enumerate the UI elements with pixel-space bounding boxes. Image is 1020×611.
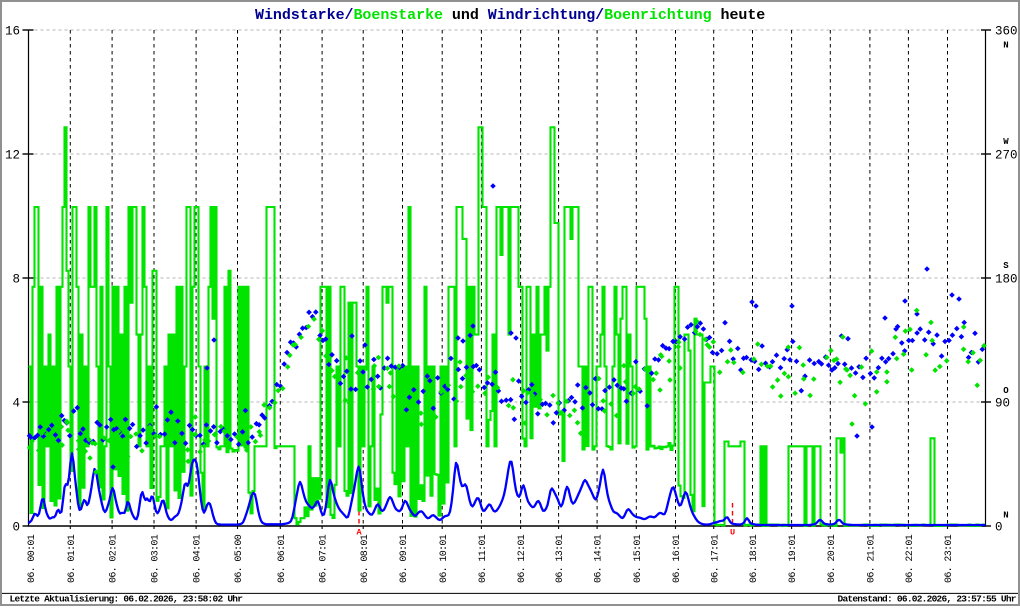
svg-text:06. 03:01: 06. 03:01 — [151, 534, 162, 583]
svg-text:06. 20:01: 06. 20:01 — [827, 534, 838, 583]
svg-text:06. 23:01: 06. 23:01 — [944, 534, 955, 583]
svg-text:90: 90 — [995, 397, 1010, 411]
svg-text:06. 10:01: 06. 10:01 — [439, 534, 450, 583]
svg-text:06. 11:01: 06. 11:01 — [478, 534, 489, 583]
svg-text:0: 0 — [12, 521, 20, 535]
svg-text:S: S — [1003, 261, 1009, 271]
svg-text:06. 21:01: 06. 21:01 — [867, 534, 878, 583]
svg-text:12: 12 — [5, 149, 20, 163]
svg-text:06. 08:01: 06. 08:01 — [360, 534, 371, 583]
svg-text:06. 06:01: 06. 06:01 — [277, 534, 288, 583]
svg-text:06. 15:01: 06. 15:01 — [633, 534, 644, 583]
svg-text:N: N — [1003, 511, 1008, 521]
svg-text:A: A — [356, 528, 362, 538]
svg-text:06. 16:01: 06. 16:01 — [672, 534, 683, 583]
svg-text:06. 04:01: 06. 04:01 — [193, 534, 204, 583]
svg-text:06. 00:01: 06. 00:01 — [27, 534, 38, 583]
svg-text:06. 13:01: 06. 13:01 — [555, 534, 566, 583]
svg-text:06. 12:01: 06. 12:01 — [517, 534, 528, 583]
svg-text:W: W — [1003, 137, 1009, 147]
svg-text:180: 180 — [995, 273, 1018, 287]
svg-text:Windstarke/Boenstarke und Wind: Windstarke/Boenstarke und Windrichtung/B… — [255, 7, 765, 24]
svg-text:8: 8 — [12, 273, 20, 287]
svg-text:U: U — [730, 528, 735, 538]
svg-text:Letzte Aktualisierung: 06.02.2: Letzte Aktualisierung: 06.02.2026, 23:58… — [10, 594, 244, 605]
svg-text:06. 07:01: 06. 07:01 — [319, 534, 330, 583]
svg-text:06. 19:01: 06. 19:01 — [788, 534, 799, 583]
svg-text:270: 270 — [995, 149, 1018, 163]
svg-text:06. 05:00: 06. 05:00 — [234, 534, 245, 583]
svg-text:06. 01:01: 06. 01:01 — [67, 534, 78, 583]
svg-text:Datenstand: 06.02.2026, 23:57:: Datenstand: 06.02.2026, 23:57:55 Uhr — [838, 594, 1017, 605]
svg-text:O: O — [1003, 386, 1009, 396]
svg-text:4: 4 — [12, 397, 20, 411]
svg-text:360: 360 — [995, 25, 1018, 39]
svg-text:0: 0 — [995, 521, 1003, 535]
svg-text:06. 18:01: 06. 18:01 — [749, 534, 760, 583]
svg-text:16: 16 — [5, 25, 20, 39]
svg-text:06. 02:01: 06. 02:01 — [109, 534, 120, 583]
svg-text:06. 14:01: 06. 14:01 — [594, 534, 605, 583]
svg-text:06. 17:01: 06. 17:01 — [710, 534, 721, 583]
svg-text:06. 22:01: 06. 22:01 — [905, 534, 916, 583]
svg-text:06. 09:01: 06. 09:01 — [399, 534, 410, 583]
svg-text:N: N — [1003, 41, 1008, 51]
